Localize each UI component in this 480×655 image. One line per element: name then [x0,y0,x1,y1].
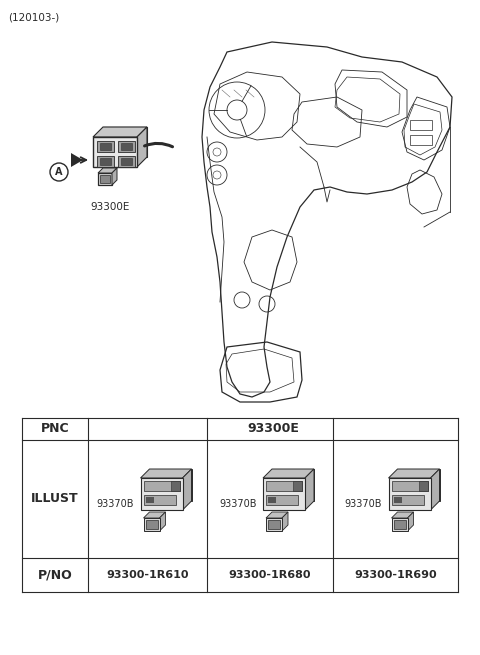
Polygon shape [282,512,288,531]
Bar [100,175,110,183]
Polygon shape [431,469,440,510]
Polygon shape [71,153,83,167]
Text: 93370B: 93370B [345,499,382,509]
Text: 93370B: 93370B [219,499,257,509]
Bar [118,156,135,167]
Text: 93300-1R690: 93300-1R690 [354,570,437,580]
Polygon shape [141,469,192,478]
Bar [149,469,192,501]
Bar [144,495,176,505]
Polygon shape [388,469,440,478]
Bar [392,495,423,505]
Text: 93300-1R680: 93300-1R680 [229,570,311,580]
Text: (120103-): (120103-) [8,12,59,22]
Bar [144,518,159,531]
Bar [121,158,132,165]
Bar [145,497,154,503]
Bar [103,127,147,157]
Polygon shape [263,469,314,478]
Bar [266,518,282,531]
Bar [266,481,302,491]
Bar [118,141,135,152]
Bar [394,520,406,529]
Bar [98,173,112,185]
Bar [97,141,114,152]
Bar [419,481,428,491]
Bar [141,478,182,510]
Text: A: A [55,167,63,177]
Bar [145,520,157,529]
Bar [121,143,132,150]
Bar [93,137,137,167]
Bar [394,497,401,503]
Polygon shape [408,512,413,531]
Polygon shape [305,469,314,510]
Polygon shape [144,512,166,518]
Bar [263,478,305,510]
Polygon shape [98,168,117,173]
Bar [388,478,431,510]
Bar [170,481,180,491]
Polygon shape [182,469,192,510]
Bar [266,495,298,505]
Bar [392,518,408,531]
Bar [410,120,432,130]
Text: ILLUST: ILLUST [31,493,79,506]
Bar [100,143,111,150]
Text: 93300E: 93300E [247,422,299,436]
Polygon shape [112,168,117,185]
Polygon shape [159,512,166,531]
Bar [392,481,428,491]
Bar [268,520,280,529]
Bar [97,156,114,167]
Polygon shape [93,127,147,137]
Bar [268,497,276,503]
Text: 93300-1R610: 93300-1R610 [106,570,189,580]
Text: PNC: PNC [41,422,69,436]
Polygon shape [392,512,413,518]
Text: 93300E: 93300E [90,202,130,212]
Bar [410,135,432,145]
Bar [272,469,314,501]
Bar [100,158,111,165]
Bar [144,481,180,491]
Bar [397,469,440,501]
Text: 93370B: 93370B [97,499,134,509]
Bar [293,481,302,491]
Polygon shape [266,512,288,518]
Text: P/NO: P/NO [37,569,72,582]
Polygon shape [137,127,147,167]
